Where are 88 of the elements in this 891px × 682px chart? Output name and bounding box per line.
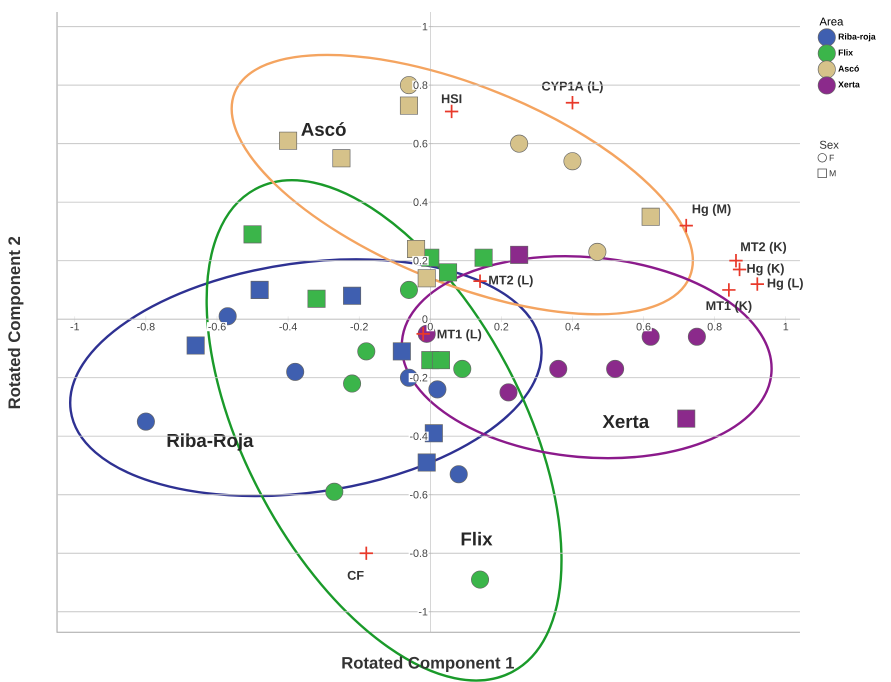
point: [358, 546, 374, 561]
legend-label: Xerta: [838, 81, 860, 88]
x-tick-label: -0.4: [279, 322, 297, 330]
y-tick-label: -0.4: [410, 432, 428, 440]
data-label: MT2 (L): [489, 275, 533, 287]
y-tick-label: -1: [418, 608, 428, 616]
point: [444, 104, 460, 119]
x-tick-label: -1: [70, 322, 80, 330]
y-tick-label: 0.2: [413, 256, 428, 264]
annotation: Xerta: [602, 414, 650, 428]
point: [588, 242, 606, 261]
point: [400, 280, 418, 299]
point: [510, 246, 528, 264]
point: [332, 149, 350, 168]
x-tick-label: 0.4: [565, 322, 580, 330]
point: [308, 290, 326, 308]
point: [343, 286, 362, 305]
point: [563, 152, 582, 170]
point: [250, 280, 269, 299]
annotation: Ascó: [301, 122, 346, 136]
point: [510, 134, 528, 153]
point: [418, 269, 436, 288]
text: M: [830, 170, 836, 176]
point: [286, 362, 304, 381]
point: [343, 374, 362, 392]
point: [325, 482, 344, 501]
point: [677, 410, 696, 428]
point: [728, 253, 744, 268]
x-tick-label: 0.2: [494, 322, 508, 330]
point: [450, 465, 468, 484]
x-tick-label: 1: [784, 322, 788, 330]
y-tick-label: 0: [422, 315, 428, 323]
point: [432, 351, 450, 370]
point: [474, 248, 493, 267]
y-tick-label: -0.8: [410, 549, 428, 557]
data-label: CYP1A (L): [542, 81, 603, 93]
point: [678, 218, 694, 233]
point: [642, 208, 660, 226]
point: [471, 570, 490, 588]
y-axis-title: Rotated Component 2: [8, 236, 24, 408]
point: [564, 95, 580, 110]
y-tick-label: -0.6: [410, 490, 428, 498]
text: F: [830, 154, 834, 161]
y-tick-label: 0.8: [413, 81, 428, 89]
point: [418, 453, 436, 472]
point: [439, 263, 458, 282]
data-label: HSI: [442, 94, 462, 104]
legend-label: Flix: [838, 49, 853, 56]
legend-title: Area: [819, 17, 844, 26]
annotation: Flix: [462, 532, 492, 546]
point: [606, 360, 624, 378]
x-tick-label: -0.6: [208, 322, 226, 330]
point: [428, 380, 446, 398]
data-label: Hg (K): [747, 263, 784, 276]
data-label: Hg (L): [768, 278, 803, 290]
point: [357, 342, 376, 360]
y-tick-label: -0.2: [410, 374, 428, 382]
y-tick-label: 0.4: [413, 198, 428, 206]
point: [499, 383, 518, 402]
point: [549, 360, 568, 378]
point: [186, 336, 205, 354]
point: [392, 342, 411, 360]
data-label: MT2 (K): [741, 242, 786, 254]
point: [453, 360, 472, 378]
x-tick-label: 0.6: [636, 322, 651, 330]
point: [472, 273, 488, 289]
x-tick-label: -0.2: [350, 322, 368, 330]
x-tick-label: 0: [428, 322, 433, 330]
legend-label: Riba-roja: [838, 33, 876, 42]
data-label: Hg (M): [692, 204, 731, 216]
x-tick-label: -0.8: [137, 322, 155, 330]
point: [750, 276, 765, 292]
y-tick-label: 0.6: [413, 140, 428, 148]
legend-label: Ascó: [838, 65, 859, 72]
data-label: MT1 (K): [706, 300, 752, 313]
data-label: CF: [348, 570, 364, 580]
point: [688, 328, 706, 346]
point: [732, 262, 748, 277]
point: [400, 96, 418, 114]
y-tick-label: 1: [422, 22, 428, 30]
point: [244, 225, 262, 244]
point: [279, 132, 298, 150]
point: [136, 412, 155, 430]
point: [721, 282, 736, 298]
point: [407, 240, 426, 258]
x-tick-label: 0.8: [708, 322, 722, 330]
data-label: MT1 (L): [438, 329, 482, 341]
text: Sex: [820, 140, 839, 149]
